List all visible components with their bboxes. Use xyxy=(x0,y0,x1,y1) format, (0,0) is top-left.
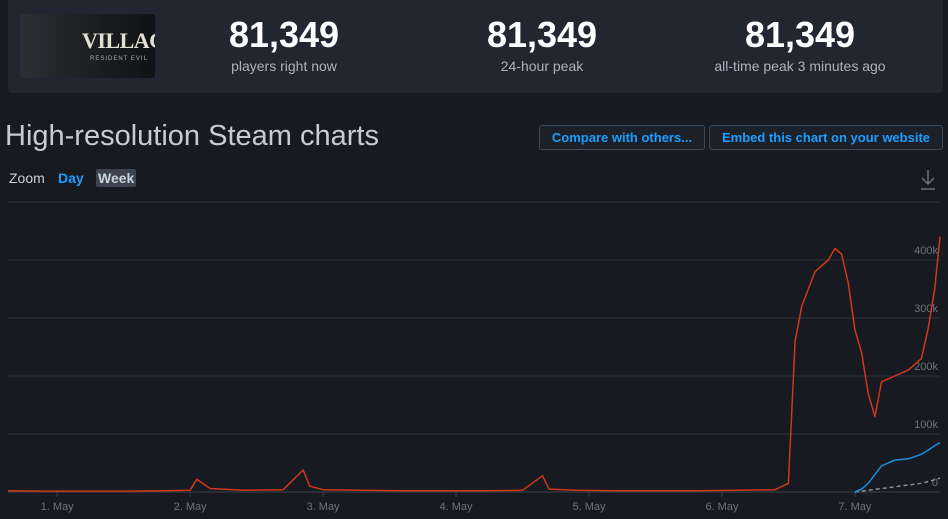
stat: 81,349 players right now xyxy=(164,14,404,75)
embed-button[interactable]: Embed this chart on your website xyxy=(709,125,943,150)
series-line xyxy=(7,236,941,492)
logo-text: VILLAGE xyxy=(82,28,155,53)
game-logo[interactable]: VILLAGE RESIDENT EVIL xyxy=(20,14,155,78)
stat-value: 81,349 xyxy=(486,14,598,55)
series-line xyxy=(854,477,941,493)
series-line xyxy=(854,442,941,493)
download-icon[interactable] xyxy=(921,170,935,190)
header-panel xyxy=(8,0,943,93)
section-title: High-resolution Steam charts xyxy=(5,120,379,152)
logo-subtext: RESIDENT EVIL xyxy=(90,56,148,62)
stat-value: 81,349 xyxy=(744,14,856,55)
x-tick-label: 2. May xyxy=(174,501,208,513)
y-tick-label: 0 xyxy=(932,477,938,489)
stat: 81,349 all-time peak 3 minutes ago xyxy=(680,14,920,75)
y-tick-label: 300k xyxy=(914,303,938,315)
stat-label: all-time peak 3 minutes ago xyxy=(714,58,886,74)
x-tick-label: 1. May xyxy=(41,501,75,513)
stat-label: players right now xyxy=(231,58,337,74)
zoom-option-active[interactable]: Week xyxy=(96,169,137,187)
x-tick-label: 6. May xyxy=(705,501,739,513)
stat-value: 81,349 xyxy=(228,14,340,55)
stat: 81,349 24-hour peak xyxy=(422,14,662,75)
y-tick-label: 400k xyxy=(914,245,938,257)
x-tick-label: 5. May xyxy=(572,501,606,513)
x-tick-label: 4. May xyxy=(440,501,474,513)
compare-button[interactable]: Compare with others... xyxy=(539,125,705,150)
zoom-label: Zoom xyxy=(9,170,45,186)
x-tick-label: 7. May xyxy=(838,501,872,513)
y-tick-label: 100k xyxy=(914,419,938,431)
stat-label: 24-hour peak xyxy=(500,58,584,74)
y-tick-label: 200k xyxy=(914,361,938,373)
x-tick-label: 3. May xyxy=(307,501,341,513)
zoom-option[interactable]: Day xyxy=(58,170,84,186)
